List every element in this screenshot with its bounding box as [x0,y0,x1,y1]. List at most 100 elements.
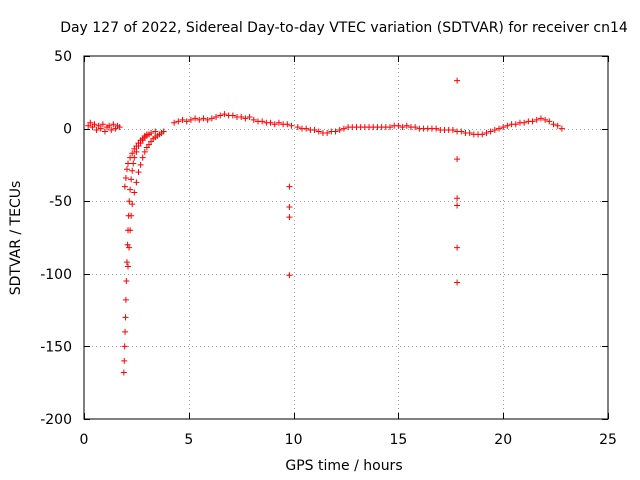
data-point-plus [121,343,128,350]
grid-lines [84,56,608,419]
data-point-plus [491,127,498,134]
data-points [85,77,565,376]
y-tick-labels: 50 0 -50 -100 -150 -200 [40,49,72,428]
data-point-plus [303,125,310,132]
data-point-plus [395,122,402,129]
data-point-plus [284,121,291,128]
y-tick-label: 50 [54,49,72,65]
data-point-plus [128,176,135,183]
data-point-plus [433,125,440,132]
data-point-plus [192,115,199,122]
x-tick-label: 5 [184,432,193,448]
data-point-plus [200,115,207,122]
data-point-plus [340,125,347,132]
data-point-plus [133,179,140,186]
data-point-plus [554,122,561,129]
data-point-plus [454,195,461,202]
data-point-plus [315,128,322,135]
data-point-plus [131,189,138,196]
data-point-plus [286,204,293,211]
data-point-plus [217,112,224,119]
data-point-plus [504,122,511,129]
data-point-plus [286,272,293,279]
data-point-plus [126,198,133,205]
data-point-plus [183,118,190,125]
data-point-plus [213,113,220,120]
data-point-plus [275,119,282,126]
data-point-plus [288,122,295,129]
data-point-plus [91,121,98,128]
data-point-plus [537,115,544,122]
plot-frame [83,55,609,420]
data-point-plus [294,124,301,131]
data-point-plus [175,118,182,125]
data-point-plus [122,296,129,303]
x-tick-label: 0 [80,432,89,448]
data-point-plus [454,202,461,209]
data-point-plus [454,77,461,84]
y-tick-label: -150 [40,339,72,355]
data-point-plus [130,160,137,167]
data-point-plus [286,214,293,221]
data-point-plus [521,119,528,126]
data-point-plus [496,125,503,132]
data-point-plus [128,212,135,219]
data-point-plus [123,166,130,173]
data-point-plus [126,244,133,251]
data-point-plus [466,129,473,136]
data-point-plus [558,125,565,132]
data-point-plus [242,115,249,122]
data-point-plus [137,161,144,168]
data-point-plus [399,124,406,131]
chart-title: Day 127 of 2022, Sidereal Day-to-day VTE… [60,20,628,36]
data-point-plus [238,113,245,120]
data-point-plus [152,128,159,135]
data-point-plus [97,125,104,132]
data-point-plus [124,241,131,248]
data-point-plus [187,116,194,123]
data-point-plus [267,119,274,126]
data-point-plus [204,116,211,123]
data-point-plus [129,167,136,174]
x-tick-label: 15 [389,432,407,448]
data-point-plus [99,121,106,128]
data-point-plus [87,119,94,126]
data-point-plus [542,116,549,123]
data-point-plus [271,121,278,128]
data-point-plus [129,150,136,157]
data-point-plus [259,118,266,125]
data-point-plus [93,127,100,134]
data-point-plus [108,127,115,134]
data-point-plus [148,129,155,136]
data-point-plus [533,116,540,123]
data-point-plus [449,127,456,134]
data-point-plus [129,201,136,208]
data-point-plus [454,156,461,163]
data-point-plus [246,113,253,120]
data-point-plus [123,259,130,266]
data-point-plus [101,128,108,135]
data-point-plus [403,122,410,129]
data-point-plus [141,148,148,155]
y-tick-label: -50 [49,194,72,210]
data-point-plus [311,127,318,134]
x-tick-labels: 0 5 10 15 20 25 [80,432,617,448]
data-point-plus [122,314,129,321]
data-point-plus [332,128,339,135]
data-point-plus [121,183,128,190]
data-point-plus [387,124,394,131]
data-point-plus [454,279,461,286]
data-point-plus [122,174,129,181]
data-point-plus [160,128,167,135]
data-point-plus [324,129,331,136]
data-point-plus [529,118,536,125]
data-point-plus [135,169,142,176]
data-point-plus [110,121,117,128]
data-point-plus [143,131,150,138]
data-point-plus [286,183,293,190]
data-point-plus [208,115,215,122]
data-point-plus [171,119,178,126]
x-tick-label: 10 [285,432,303,448]
axis-ticks [84,56,609,420]
